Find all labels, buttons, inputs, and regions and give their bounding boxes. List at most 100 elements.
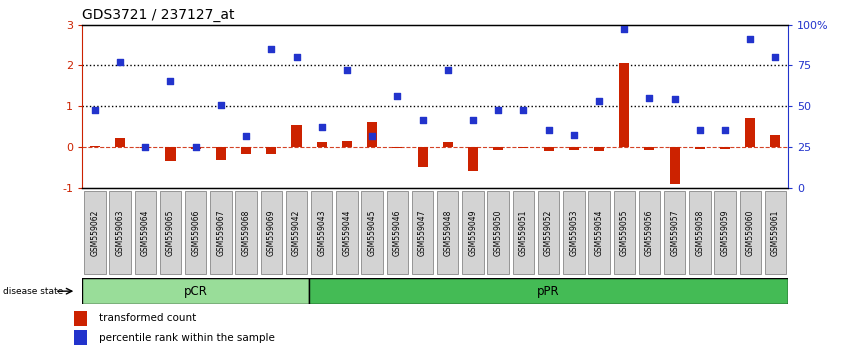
Text: GDS3721 / 237127_at: GDS3721 / 237127_at — [82, 8, 235, 22]
Text: GSM559058: GSM559058 — [695, 210, 704, 256]
Text: transformed count: transformed count — [99, 313, 196, 323]
Bar — [241, 147, 251, 154]
Text: GSM559068: GSM559068 — [242, 210, 250, 256]
FancyBboxPatch shape — [588, 191, 610, 274]
Bar — [771, 135, 780, 147]
Bar — [74, 330, 87, 345]
FancyBboxPatch shape — [336, 191, 358, 274]
Text: GSM559062: GSM559062 — [90, 210, 100, 256]
Bar — [695, 147, 705, 149]
Point — [365, 133, 379, 139]
Point — [718, 127, 732, 133]
FancyBboxPatch shape — [664, 191, 685, 274]
Text: GSM559056: GSM559056 — [645, 210, 654, 256]
Point — [315, 124, 329, 130]
Point — [164, 78, 178, 84]
Text: GSM559065: GSM559065 — [166, 210, 175, 256]
Bar — [619, 63, 630, 147]
Point — [541, 127, 555, 133]
Point — [139, 144, 152, 150]
Text: GSM559060: GSM559060 — [746, 210, 755, 256]
FancyBboxPatch shape — [513, 191, 534, 274]
Bar — [216, 147, 226, 160]
FancyBboxPatch shape — [361, 191, 383, 274]
Bar — [191, 147, 201, 149]
FancyBboxPatch shape — [689, 191, 710, 274]
Text: GSM559047: GSM559047 — [418, 210, 427, 256]
Text: GSM559045: GSM559045 — [368, 210, 377, 256]
Text: GSM559050: GSM559050 — [494, 210, 502, 256]
Text: pCR: pCR — [184, 285, 208, 298]
FancyBboxPatch shape — [386, 191, 408, 274]
FancyBboxPatch shape — [286, 191, 307, 274]
FancyBboxPatch shape — [488, 191, 509, 274]
Point — [693, 127, 707, 133]
Bar — [493, 147, 503, 150]
Bar — [367, 122, 378, 147]
Point — [516, 108, 530, 113]
Text: GSM559042: GSM559042 — [292, 210, 301, 256]
Text: percentile rank within the sample: percentile rank within the sample — [99, 332, 275, 343]
Text: GSM559057: GSM559057 — [670, 210, 679, 256]
Bar — [392, 147, 403, 148]
Bar — [317, 142, 326, 147]
Text: GSM559054: GSM559054 — [595, 210, 604, 256]
Text: GSM559067: GSM559067 — [216, 210, 225, 256]
Text: GSM559046: GSM559046 — [393, 210, 402, 256]
Text: GSM559049: GSM559049 — [469, 210, 477, 256]
FancyBboxPatch shape — [84, 191, 106, 274]
Text: GSM559063: GSM559063 — [115, 210, 125, 256]
FancyBboxPatch shape — [134, 191, 156, 274]
Text: GSM559059: GSM559059 — [721, 210, 729, 256]
FancyBboxPatch shape — [210, 191, 231, 274]
Bar — [468, 147, 478, 171]
Bar — [292, 125, 301, 147]
Bar — [720, 147, 730, 149]
Point — [491, 108, 505, 113]
Point — [743, 36, 757, 42]
Bar — [266, 147, 276, 154]
Point — [189, 144, 203, 150]
Point — [441, 67, 455, 73]
Text: GSM559043: GSM559043 — [317, 210, 326, 256]
Text: GSM559052: GSM559052 — [544, 210, 553, 256]
FancyBboxPatch shape — [109, 191, 131, 274]
Bar — [82, 278, 309, 304]
Text: GSM559044: GSM559044 — [342, 210, 352, 256]
FancyBboxPatch shape — [613, 191, 635, 274]
Point — [768, 55, 782, 60]
FancyBboxPatch shape — [160, 191, 181, 274]
FancyBboxPatch shape — [412, 191, 433, 274]
FancyBboxPatch shape — [740, 191, 761, 274]
Text: GSM559061: GSM559061 — [771, 210, 780, 256]
FancyBboxPatch shape — [714, 191, 736, 274]
Text: pPR: pPR — [537, 285, 560, 298]
Text: GSM559051: GSM559051 — [519, 210, 528, 256]
Point — [239, 133, 253, 139]
Point — [391, 93, 404, 99]
Point — [466, 118, 480, 123]
Bar — [569, 147, 578, 150]
Bar — [140, 147, 151, 148]
Point — [567, 132, 581, 138]
FancyBboxPatch shape — [765, 191, 786, 274]
FancyBboxPatch shape — [185, 191, 206, 274]
Bar — [165, 147, 176, 161]
Bar — [544, 147, 553, 151]
Point — [289, 54, 303, 59]
Bar — [644, 147, 655, 150]
Bar — [594, 147, 604, 151]
FancyBboxPatch shape — [563, 191, 585, 274]
Text: GSM559064: GSM559064 — [141, 210, 150, 256]
FancyBboxPatch shape — [462, 191, 484, 274]
Point — [416, 118, 430, 123]
Point — [592, 98, 606, 104]
FancyBboxPatch shape — [261, 191, 282, 274]
FancyBboxPatch shape — [538, 191, 559, 274]
Text: GSM559048: GSM559048 — [443, 210, 452, 256]
Point — [88, 108, 102, 113]
Text: disease state: disease state — [3, 287, 63, 296]
Text: GSM559066: GSM559066 — [191, 210, 200, 256]
Bar — [417, 147, 428, 167]
Point — [643, 95, 656, 101]
